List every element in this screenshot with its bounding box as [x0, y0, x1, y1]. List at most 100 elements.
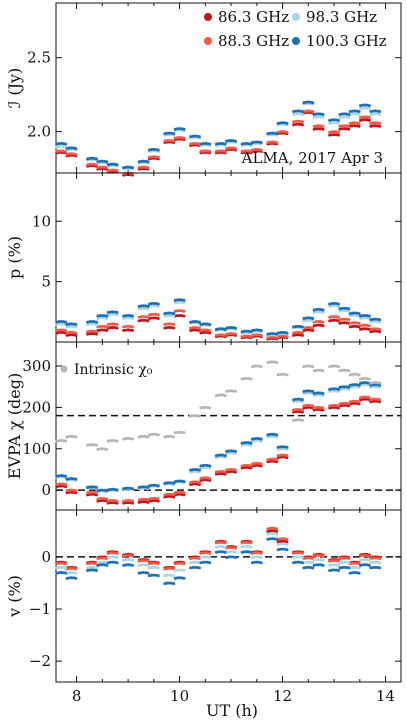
data-point: [371, 327, 375, 331]
data-point: [296, 397, 300, 401]
data-point: [353, 109, 357, 113]
data-point: [281, 455, 285, 459]
data-point: [275, 435, 279, 439]
data-point: [208, 142, 212, 146]
data-point: [100, 165, 104, 169]
data-point: [332, 304, 336, 308]
data-point: [278, 445, 282, 449]
data-point: [296, 122, 300, 126]
data-point: [350, 401, 354, 405]
data-point: [108, 162, 112, 166]
data-point: [285, 335, 289, 339]
data-point: [330, 130, 334, 134]
data-point: [371, 109, 375, 113]
data-point: [124, 165, 128, 169]
data-point: [115, 551, 119, 555]
data-point: [278, 121, 282, 125]
data-point: [363, 103, 367, 107]
data-point: [278, 330, 282, 334]
data-point: [245, 443, 249, 447]
data-point: [201, 560, 205, 564]
x-tick-label: 8: [72, 687, 82, 705]
data-point: [332, 118, 336, 122]
data-point: [229, 389, 233, 393]
data-point: [363, 563, 367, 567]
data-point: [304, 406, 308, 410]
data-point: [268, 434, 272, 438]
data-point: [367, 324, 371, 328]
data-point: [363, 397, 367, 401]
data-point: [259, 437, 263, 441]
data-point: [146, 160, 150, 164]
data-point: [270, 537, 274, 541]
data-point: [69, 576, 73, 580]
data-point: [219, 333, 223, 337]
series-98.3 GHz: [55, 383, 382, 494]
data-point: [353, 313, 357, 317]
data-point: [270, 332, 274, 336]
panel-2: 5 10 p (%): [5, 172, 402, 343]
data-point: [142, 165, 146, 169]
data-point: [296, 551, 300, 555]
data-point: [175, 298, 179, 302]
data-point: [340, 124, 344, 128]
y-axis-label: p (%): [5, 236, 24, 279]
data-point: [217, 453, 221, 457]
data-point: [373, 381, 377, 385]
data-point: [255, 438, 259, 442]
series-100.3 GHz: [55, 537, 382, 586]
data-point: [363, 313, 367, 317]
data-point: [373, 327, 377, 331]
data-point: [142, 434, 146, 438]
data-point: [371, 556, 375, 560]
data-point: [69, 152, 73, 156]
data-point: [317, 323, 321, 327]
data-point: [363, 106, 367, 110]
data-point: [111, 560, 115, 564]
data-point: [191, 480, 195, 484]
data-point: [105, 497, 109, 501]
data-point: [342, 321, 346, 325]
data-point: [314, 563, 318, 567]
data-point: [378, 561, 382, 565]
data-point: [361, 397, 365, 401]
data-point: [182, 491, 186, 495]
series-88.3 GHz: [55, 526, 382, 571]
data-point: [281, 539, 285, 543]
data-point: [255, 551, 259, 555]
data-point: [146, 319, 150, 323]
data-point: [165, 139, 169, 143]
data-point: [203, 478, 207, 482]
data-point: [367, 563, 371, 567]
data-point: [332, 559, 336, 563]
data-point: [191, 134, 195, 138]
data-point: [172, 322, 176, 326]
data-point: [94, 332, 98, 336]
data-point: [57, 328, 61, 332]
data-point: [233, 449, 237, 453]
data-point: [332, 387, 336, 391]
data-point: [296, 560, 300, 564]
data-point: [67, 477, 71, 481]
data-point: [347, 112, 351, 116]
data-point: [249, 545, 253, 549]
data-point: [126, 486, 130, 490]
data-point: [67, 576, 71, 580]
data-point: [156, 302, 160, 306]
data-point: [245, 550, 249, 554]
series-88.3 GHz: [55, 309, 382, 340]
data-point: [268, 459, 272, 463]
data-point: [285, 130, 289, 134]
data-point: [361, 381, 365, 385]
data-point: [208, 331, 212, 335]
data-point: [285, 540, 289, 544]
data-point: [178, 313, 182, 317]
data-point: [219, 544, 223, 548]
data-point: [314, 115, 318, 119]
data-point: [332, 568, 336, 572]
data-point: [69, 488, 73, 492]
data-point: [296, 109, 300, 113]
data-point: [229, 451, 233, 455]
data-point: [336, 365, 340, 369]
data-point: [69, 434, 73, 438]
